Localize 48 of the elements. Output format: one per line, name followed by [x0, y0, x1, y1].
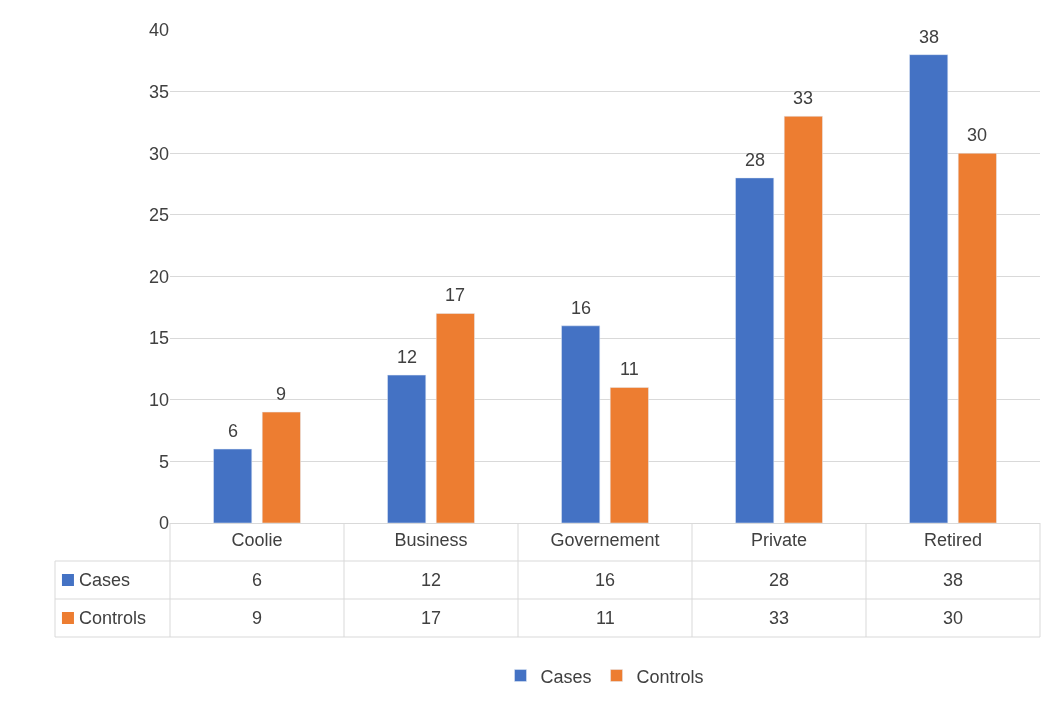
text: 9	[252, 608, 263, 628]
x-tick-label: Private	[750, 529, 808, 550]
bar	[387, 374, 427, 523]
y-tick-label: 35	[148, 81, 169, 102]
y-tick-label: 10	[148, 390, 169, 411]
bar	[561, 325, 601, 523]
y-tick-label: 30	[148, 143, 169, 164]
text: 12	[421, 570, 442, 590]
data-label: 16	[571, 298, 592, 318]
bar	[435, 313, 475, 523]
data-label: 17	[445, 285, 466, 305]
y-tick-label: 5	[158, 451, 169, 472]
bar	[735, 177, 775, 523]
data-label: 28	[745, 150, 766, 170]
text: 38	[943, 570, 964, 590]
text: 17	[421, 608, 442, 628]
legend-label: Controls	[636, 666, 704, 687]
data-label: 30	[967, 125, 988, 145]
data-label: 6	[228, 421, 239, 441]
data-label: 9	[276, 384, 287, 404]
legend-label: Cases	[79, 570, 131, 590]
data-label: 11	[620, 359, 639, 379]
y-tick-label: 25	[148, 205, 169, 226]
text: 16	[595, 570, 616, 590]
text: 28	[769, 570, 790, 590]
x-tick-label: Governement	[550, 529, 660, 550]
y-tick-label: 0	[158, 513, 169, 534]
text: 6	[252, 570, 263, 590]
text: Controls	[79, 608, 147, 628]
data-label: 12	[397, 347, 418, 367]
text: 30	[943, 608, 964, 628]
x-tick-label: Retired	[923, 529, 983, 550]
bar	[261, 411, 301, 523]
data-label: 38	[919, 27, 940, 47]
bar	[609, 387, 649, 523]
x-tick-label: Business	[394, 529, 468, 550]
y-tick-label: 40	[148, 20, 169, 41]
bar	[213, 448, 253, 523]
text: Cases	[540, 666, 592, 687]
text: 33	[769, 608, 790, 628]
bar	[909, 54, 949, 523]
y-tick-label: 15	[148, 328, 169, 349]
x-tick-label: Coolie	[231, 529, 283, 550]
data-label: 33	[793, 88, 814, 108]
bar	[957, 153, 997, 523]
bar	[783, 116, 823, 523]
text: 11	[596, 608, 615, 628]
y-tick-label: 20	[148, 266, 169, 287]
